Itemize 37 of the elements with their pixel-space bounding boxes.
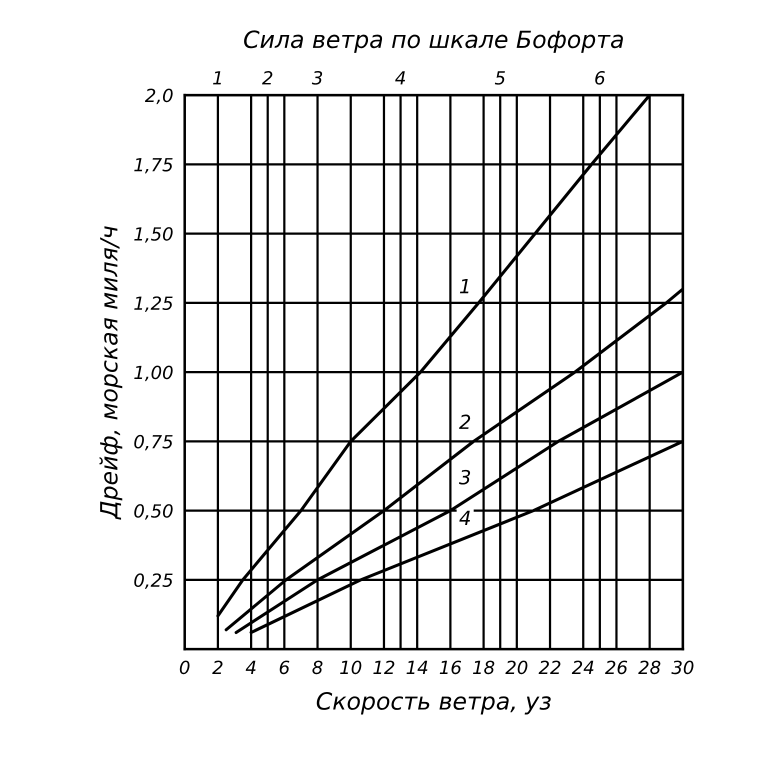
text: 1 (213, 71, 221, 84)
y-tick-label: 1,75 (134, 158, 173, 174)
y-tick-label: 1,00 (134, 366, 173, 382)
x-tick-label: 12 (373, 660, 394, 674)
x-tick-label: 6 (280, 660, 290, 674)
annotation: 2 (262, 71, 272, 84)
y-axis-title: Дрейф, морская миля/ч (100, 226, 122, 520)
annotation: 5 (494, 71, 505, 85)
x-tick-label: 16 (440, 660, 462, 674)
x-axis-title: Скорость ветра, уз (316, 692, 551, 714)
y-tick-label: 1,50 (134, 227, 173, 243)
y-tick-label: 1,25 (134, 296, 173, 312)
annotation: 4 (395, 71, 406, 84)
x-tick-label: 24 (572, 660, 594, 674)
annotation: 6 (595, 71, 605, 85)
y-tick-label: 0,50 (134, 504, 173, 520)
x-tick-label: 4 (246, 660, 256, 674)
x-tick-label: 30 (671, 660, 694, 674)
y-tick-label: 0,25 (134, 573, 173, 589)
x-tick-label: 22 (538, 660, 560, 674)
x-tick-label: 28 (638, 660, 660, 674)
y-tick-label: 2,0 (144, 88, 173, 104)
x-tick-label: 8 (312, 660, 322, 674)
x-tick-label: 26 (605, 660, 628, 674)
series-label: 2 (459, 414, 470, 429)
x-tick-label: 10 (340, 660, 362, 674)
series-label: 1 (460, 279, 468, 294)
text: 3 (312, 71, 322, 85)
x-tick-label: 14 (406, 660, 428, 674)
y-tick-label: 0,75 (134, 434, 173, 450)
series-label: 4 (459, 510, 470, 525)
x-tick-label: 20 (505, 660, 528, 674)
x-tick-label: 0 (180, 660, 190, 674)
x-tick-label: 18 (473, 660, 494, 674)
series-label: 3 (459, 470, 470, 485)
x-tick-label: 2 (212, 660, 223, 674)
chart-title: Сила ветра по шкале Бофорта (244, 30, 623, 53)
